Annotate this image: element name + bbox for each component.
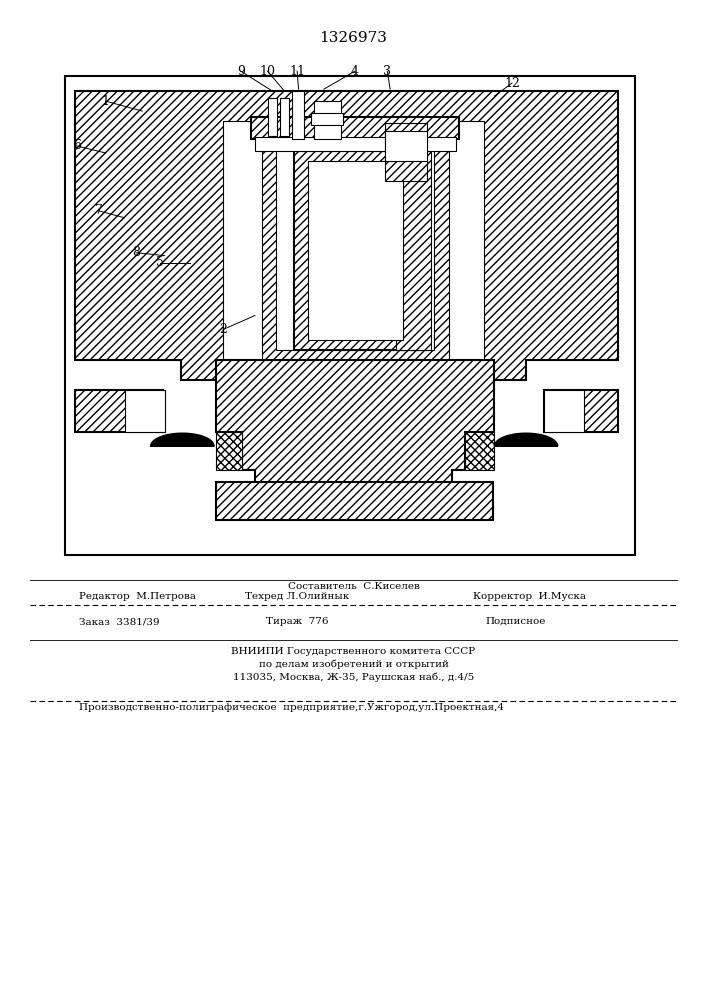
Bar xyxy=(262,131,448,360)
Text: Редактор  М.Петрова: Редактор М.Петрова xyxy=(79,592,196,601)
Text: 8: 8 xyxy=(133,246,141,259)
Bar xyxy=(385,131,428,161)
Bar xyxy=(385,123,428,181)
Text: 2: 2 xyxy=(219,323,227,336)
Bar xyxy=(396,151,431,350)
Bar xyxy=(216,482,493,520)
Bar xyxy=(279,98,288,136)
Text: 1: 1 xyxy=(102,95,110,108)
Text: 6: 6 xyxy=(73,139,81,152)
Bar xyxy=(255,137,455,151)
Text: 4: 4 xyxy=(351,65,359,78)
Bar xyxy=(252,117,459,139)
Text: Корректор  И.Муска: Корректор И.Муска xyxy=(473,592,586,601)
Text: Техред Л.Олийнык: Техред Л.Олийнык xyxy=(245,592,349,601)
Bar xyxy=(293,151,417,350)
Text: Заказ  3381/39: Заказ 3381/39 xyxy=(79,617,160,626)
Bar xyxy=(124,390,165,432)
Bar xyxy=(292,91,303,139)
Text: 10: 10 xyxy=(259,65,276,78)
Text: 5: 5 xyxy=(156,256,164,269)
Polygon shape xyxy=(464,432,494,470)
Polygon shape xyxy=(216,432,243,470)
Bar xyxy=(311,113,343,125)
Polygon shape xyxy=(76,390,163,432)
Polygon shape xyxy=(76,91,618,380)
Bar xyxy=(308,161,403,340)
Bar xyxy=(65,76,635,555)
Text: ВНИИПИ Государственного комитета СССР: ВНИИПИ Государственного комитета СССР xyxy=(231,647,476,656)
Bar xyxy=(223,121,484,360)
Text: Производственно-полиграфическое  предприятие,г.Ужгород,ул.Проектная,4: Производственно-полиграфическое предприя… xyxy=(79,703,504,712)
Text: 3: 3 xyxy=(383,65,391,78)
Bar xyxy=(314,101,341,139)
Text: по делам изобретений и открытий: по делам изобретений и открытий xyxy=(259,660,448,669)
Text: Подписное: Подписное xyxy=(485,617,546,626)
Text: 7: 7 xyxy=(95,204,103,217)
Polygon shape xyxy=(494,433,558,446)
Text: 9: 9 xyxy=(237,65,245,78)
Polygon shape xyxy=(216,360,494,485)
Text: 11: 11 xyxy=(289,65,305,78)
Bar xyxy=(276,146,435,350)
Text: Тираж  776: Тираж 776 xyxy=(266,617,329,626)
Text: Составитель  С.Киселев: Составитель С.Киселев xyxy=(288,582,419,591)
Bar xyxy=(544,390,584,432)
Polygon shape xyxy=(151,433,214,446)
Bar xyxy=(267,98,276,136)
Text: 12: 12 xyxy=(504,77,520,90)
Text: 1326973: 1326973 xyxy=(320,31,387,45)
Text: 113035, Москва, Ж-35, Раушская наб., д.4/5: 113035, Москва, Ж-35, Раушская наб., д.4… xyxy=(233,673,474,682)
Polygon shape xyxy=(544,390,618,432)
